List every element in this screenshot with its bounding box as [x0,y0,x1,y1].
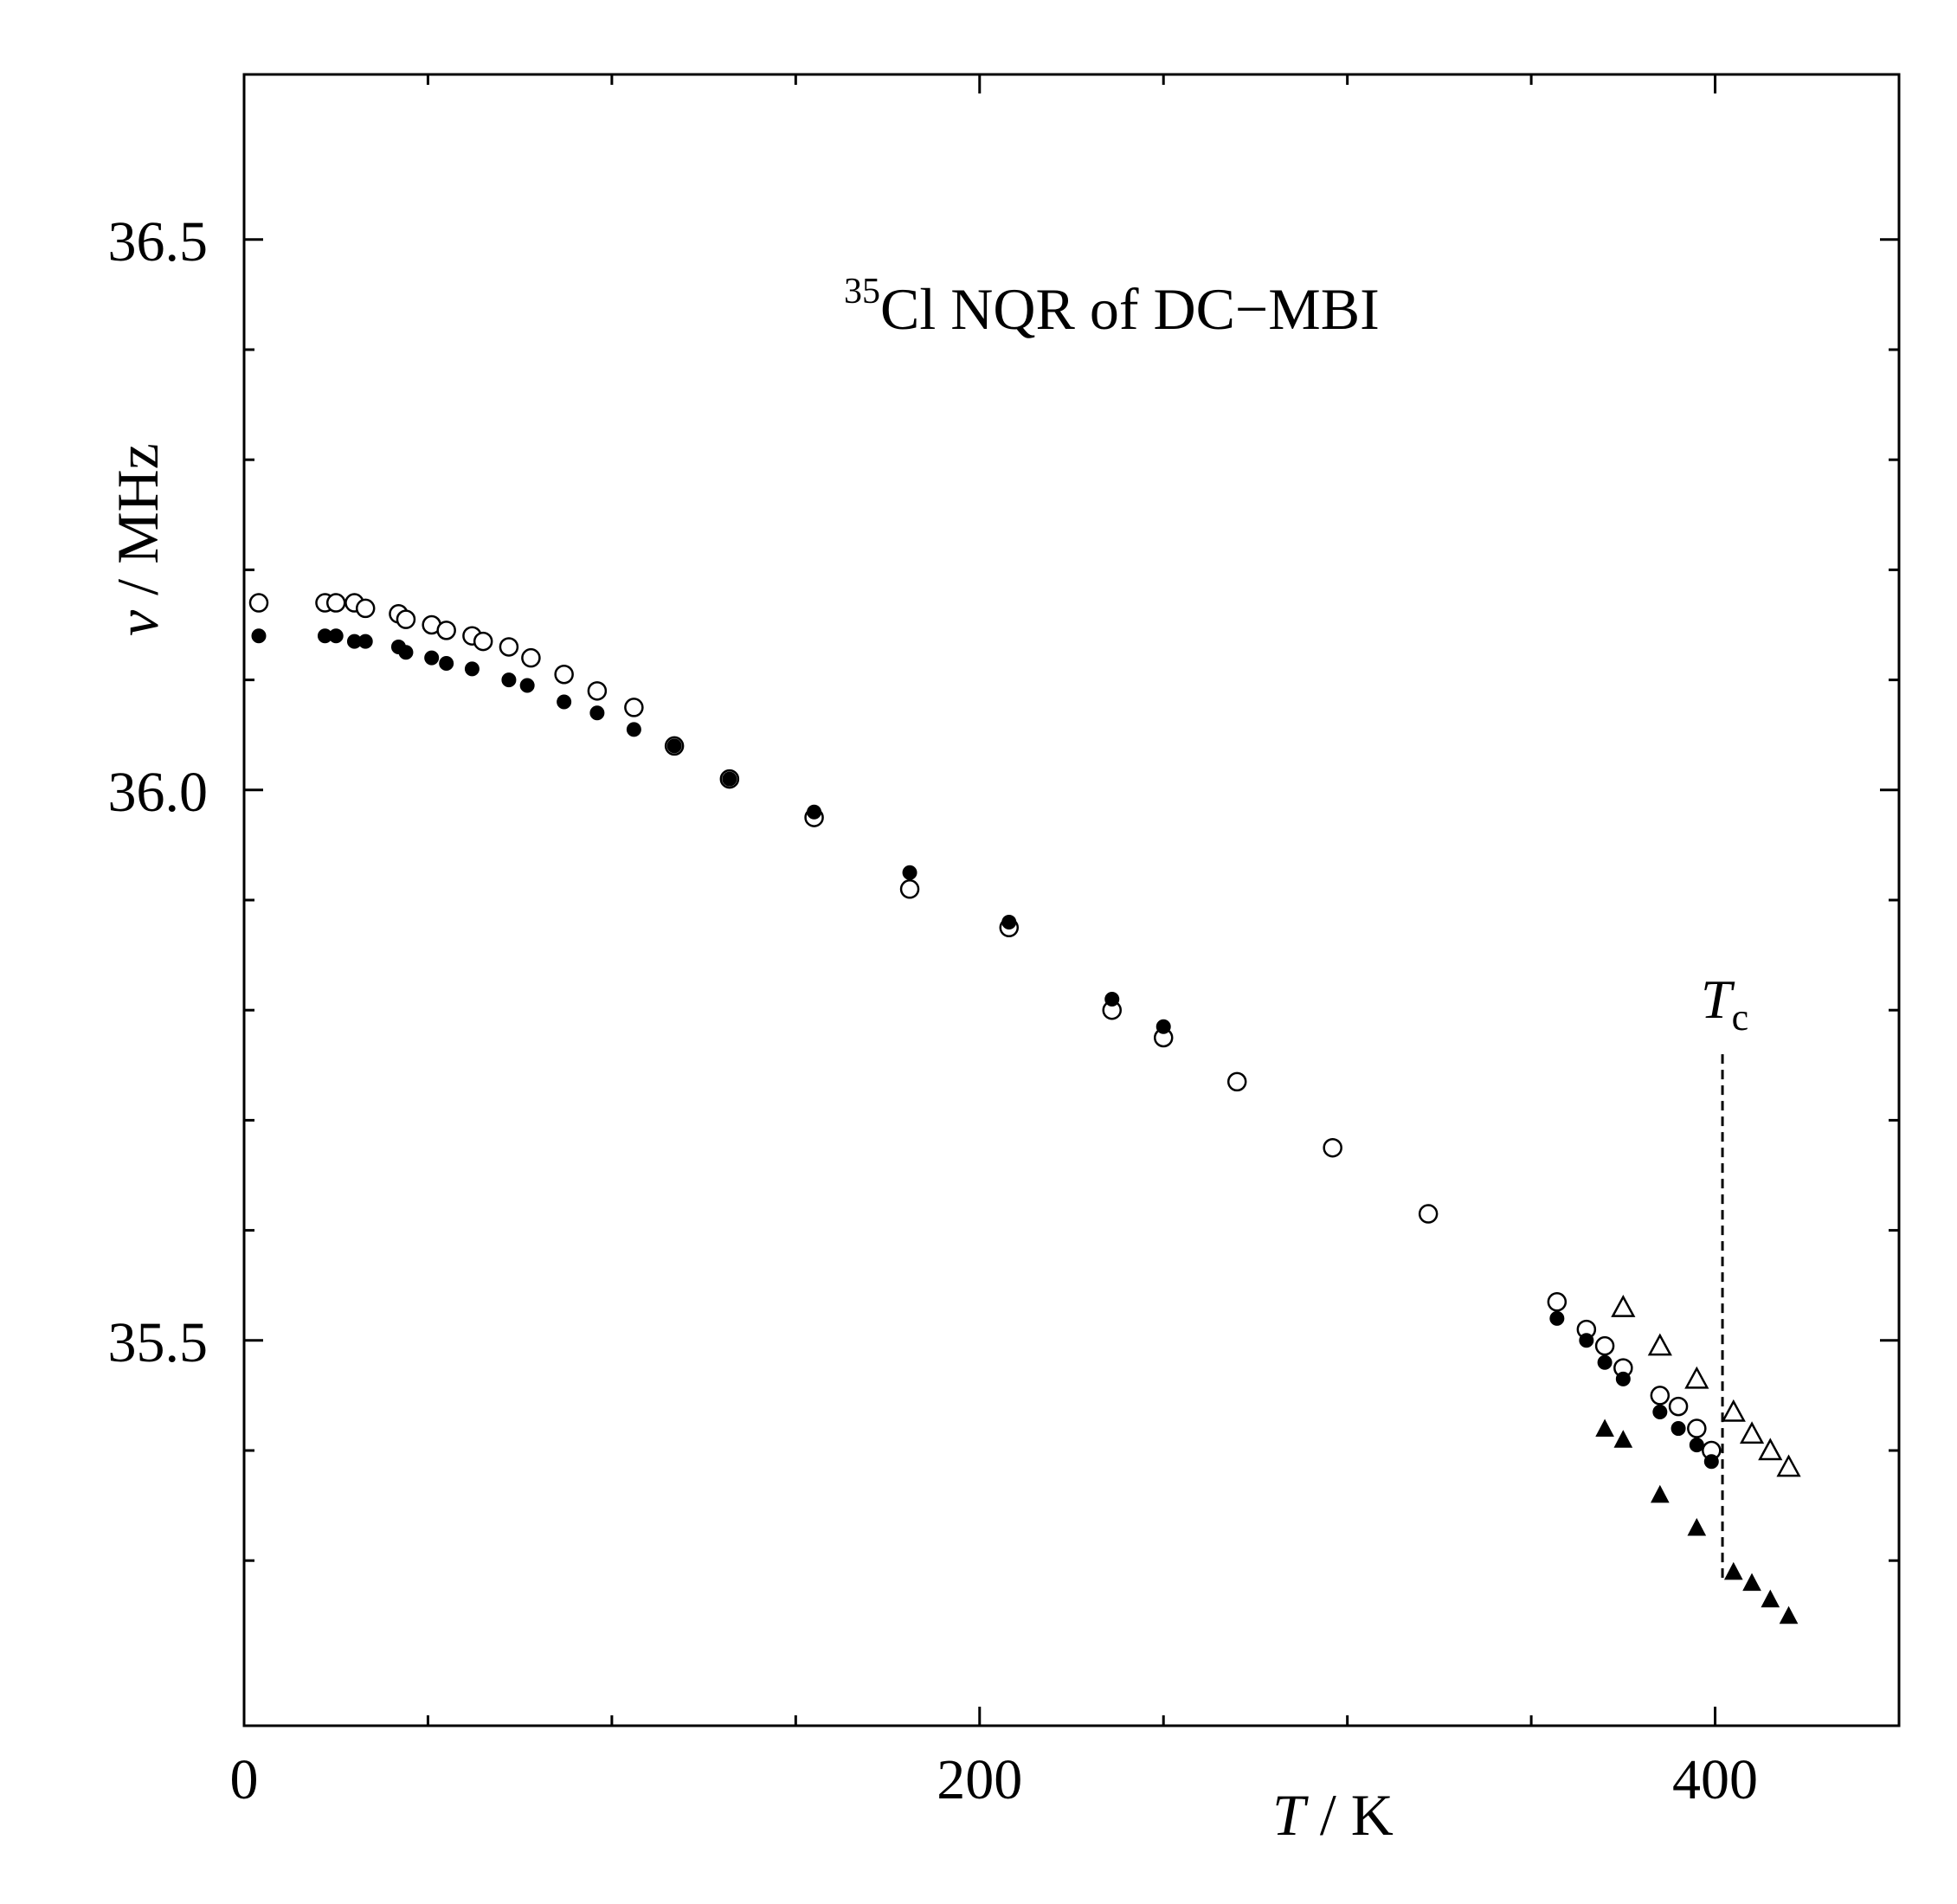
open-circle-point [1226,1071,1247,1092]
filled-circle-point [1579,1333,1594,1348]
tc-subscript: c [1732,996,1749,1039]
filled-circle-point [519,678,535,693]
open-triangle-point [1611,1295,1636,1317]
filled-circle-point [1597,1354,1613,1370]
filled-circle-point [251,628,267,644]
filled-triangle-point [1650,1484,1670,1503]
filled-circle-point [439,656,454,672]
axis-ticks [242,74,1899,1726]
filled-circle-point [557,694,572,710]
filled-triangle-point [1613,1430,1633,1448]
x-axis-variable: T [1272,1782,1309,1848]
filled-triangle-point [1723,1561,1743,1580]
filled-circle-point [722,771,737,787]
y-axis-unit: / MHz [105,443,171,610]
tick-labels: 0 200 400 35.5 36.0 36.5 [108,210,1759,1811]
filled-circle-point [357,634,373,649]
filled-circle-point [328,628,344,644]
filled-circle-point [1615,1371,1631,1386]
filled-circle-point [1001,914,1017,929]
open-circle-point [248,593,269,613]
open-circle-point [355,598,376,619]
filled-triangle-point [1779,1605,1799,1624]
x-axis-label: T / K [1272,1782,1394,1848]
filled-circle-point [398,645,414,660]
filled-circle-point [626,722,641,737]
open-circle-point [1323,1137,1342,1158]
filled-triangle-point [1595,1418,1614,1438]
open-circle-point [1594,1335,1615,1356]
x-tick-label: 0 [230,1748,259,1811]
open-circle-point [499,637,519,657]
filled-circle-point [1156,1019,1171,1034]
filled-circle-point [1549,1310,1565,1326]
filled-circle-point [1104,991,1120,1007]
title-superscript: 35 [844,272,880,312]
filled-circle-point [589,705,605,721]
title-text: Cl NQR of DC−MBI [880,276,1380,342]
open-circle-point [624,698,644,717]
open-circle-point [1650,1386,1671,1405]
open-circle-point [521,647,541,668]
open-circle-point [899,879,920,899]
filled-circle-point [1689,1438,1704,1453]
open-circle-point [587,681,608,701]
open-triangle-point [1758,1438,1783,1461]
open-circle-point [1547,1292,1568,1312]
open-circle-point [554,664,574,685]
open-triangle-point [1684,1366,1709,1389]
filled-circle-point [1652,1404,1668,1419]
filled-triangle-point [1687,1517,1707,1536]
open-circle-point [473,631,493,652]
chart-title: 35Cl NQR of DC−MBI [844,272,1380,342]
filled-triangle-point [1761,1589,1780,1608]
open-triangle-point [1647,1333,1672,1356]
tc-variable: T [1701,968,1735,1030]
filled-circle-point [666,738,682,754]
y-tick-label: 36.5 [108,210,209,273]
filled-circle-point [501,672,517,688]
open-circle-point [396,609,416,629]
filled-circle-point [1671,1421,1686,1437]
y-axis-variable: ν [105,609,171,636]
open-circle-point [1668,1396,1689,1417]
data-markers [248,593,1801,1624]
filled-circle-point [464,661,480,677]
y-tick-label: 35.5 [108,1311,209,1374]
x-tick-label: 400 [1672,1748,1758,1811]
open-triangle-point [1739,1421,1765,1444]
y-axis-label: ν / MHz [105,443,171,636]
tc-label: Tc [1701,968,1748,1039]
filled-triangle-point [1742,1573,1761,1592]
filled-circle-point [807,804,822,820]
x-axis-unit: / K [1305,1782,1394,1848]
open-triangle-point [1776,1454,1801,1477]
open-triangle-point [1721,1399,1746,1422]
x-tick-label: 200 [937,1748,1022,1811]
open-circle-point [1418,1204,1439,1224]
filled-circle-point [424,650,440,666]
open-circle-point [1687,1418,1707,1438]
filled-circle-point [1703,1454,1719,1470]
filled-circle-point [902,865,917,880]
open-circle-point [325,593,346,613]
y-tick-label: 36.0 [108,761,209,824]
open-circle-point [436,621,456,640]
